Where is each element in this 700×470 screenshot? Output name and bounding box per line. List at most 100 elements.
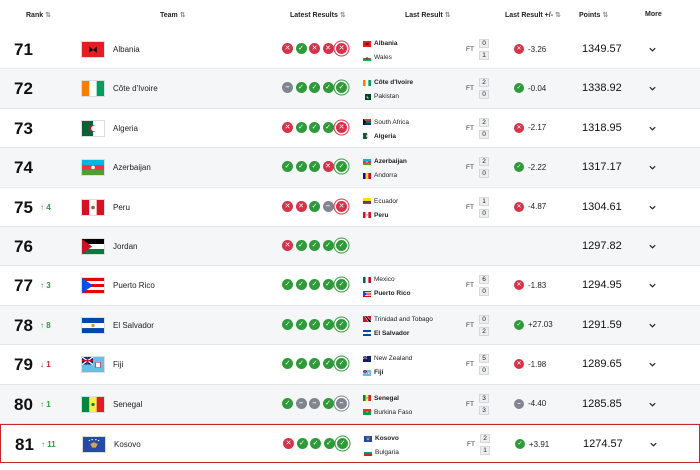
team-name[interactable]: El Salvador bbox=[113, 320, 154, 330]
team-flag bbox=[363, 40, 371, 47]
x-icon[interactable]: ✕ bbox=[283, 438, 294, 449]
table-row[interactable]: 74 Azerbaijan ✓ ✓ ✓ ✕ ✓ Azerbaijan 2 Andorra 0 FT ✓ -… bbox=[0, 148, 700, 188]
check-icon[interactable]: ✓ bbox=[309, 279, 320, 291]
check-icon[interactable]: ✓ bbox=[322, 240, 334, 251]
check-icon[interactable]: ✓ bbox=[322, 121, 334, 133]
check-icon[interactable]: ✓ bbox=[322, 318, 334, 330]
check-icon[interactable]: ✓ bbox=[309, 200, 320, 212]
x-icon[interactable]: ✕ bbox=[295, 200, 307, 212]
x-icon[interactable]: ✕ bbox=[282, 240, 293, 251]
team-name[interactable]: Côte d'Ivoire bbox=[113, 84, 158, 94]
points-header[interactable]: Points ⇅ bbox=[579, 12, 609, 19]
check-icon[interactable]: ✓ bbox=[296, 438, 308, 449]
check-icon[interactable]: ✓ bbox=[322, 358, 334, 370]
check-icon[interactable]: ✓ bbox=[295, 358, 307, 370]
team-name[interactable]: Kosovo bbox=[114, 440, 141, 449]
minus-icon[interactable]: – bbox=[282, 82, 293, 94]
team-name[interactable]: Puerto Rico bbox=[113, 281, 155, 291]
x-icon[interactable]: ✕ bbox=[322, 161, 334, 173]
check-icon[interactable]: ✓ bbox=[309, 358, 320, 370]
table-row[interactable]: 78 ↑ 8 El Salvador ✓ ✓ ✓ ✓ ✓ Trinidad and Tobago… bbox=[0, 305, 700, 346]
team-name[interactable]: Senegal bbox=[113, 399, 143, 409]
x-icon[interactable]: ✕ bbox=[282, 43, 293, 54]
check-icon[interactable]: ✓ bbox=[295, 82, 307, 94]
latest-results-header[interactable]: Latest Results ⇅ bbox=[290, 12, 346, 19]
check-icon[interactable]: ✓ bbox=[309, 121, 320, 133]
check-icon[interactable]: ✓ bbox=[337, 438, 348, 449]
chevron-down-icon[interactable] bbox=[648, 321, 657, 330]
check-icon[interactable]: ✓ bbox=[282, 318, 293, 330]
table-row[interactable]: 80 ↑ 1 Senegal ✓ – – ✓ – Senegal 3 Burkina Faso 3 FT… bbox=[0, 384, 700, 424]
check-icon[interactable]: ✓ bbox=[336, 240, 347, 251]
x-icon[interactable]: ✕ bbox=[282, 200, 293, 212]
team-name[interactable]: Fiji bbox=[113, 360, 124, 370]
chevron-down-icon[interactable] bbox=[648, 360, 657, 369]
rank-header[interactable]: Rank ⇅ bbox=[26, 12, 51, 19]
check-icon[interactable]: ✓ bbox=[309, 240, 320, 251]
check-icon[interactable]: ✓ bbox=[295, 121, 307, 133]
table-row[interactable]: 79 ↓ 1 Fiji ✓ ✓ ✓ ✓ ✓ New Zealand 5 Fiji 0 FT ✕ -1.98 1… bbox=[0, 345, 700, 385]
team-name[interactable]: Peru bbox=[113, 202, 130, 212]
minus-icon[interactable]: – bbox=[309, 397, 320, 409]
chevron-down-icon[interactable] bbox=[648, 45, 657, 54]
minus-icon[interactable]: – bbox=[336, 397, 347, 409]
minus-icon[interactable]: – bbox=[322, 200, 334, 212]
team-header[interactable]: Team ⇅ bbox=[160, 12, 186, 19]
x-icon[interactable]: ✕ bbox=[322, 43, 334, 54]
check-icon[interactable]: ✓ bbox=[295, 240, 307, 251]
last-match-team-name: Puerto Rico bbox=[374, 290, 411, 298]
chevron-down-icon[interactable] bbox=[648, 124, 657, 133]
x-icon[interactable]: ✕ bbox=[336, 43, 347, 54]
chevron-down-icon[interactable] bbox=[648, 84, 657, 93]
last-result-pm-header[interactable]: Last Result +/- ⇅ bbox=[505, 12, 561, 19]
check-icon[interactable]: ✓ bbox=[309, 161, 320, 173]
check-icon[interactable]: ✓ bbox=[282, 358, 293, 370]
x-icon[interactable]: ✕ bbox=[309, 43, 320, 54]
check-icon[interactable]: ✓ bbox=[309, 318, 320, 330]
table-row[interactable]: 73 Algeria ✕ ✓ ✓ ✓ ✕ South Africa 2 Algeria 0 FT ✕ -2… bbox=[0, 109, 700, 149]
team-name[interactable]: Azerbaijan bbox=[113, 163, 151, 173]
chevron-down-icon[interactable] bbox=[648, 400, 657, 409]
table-row[interactable]: 76 Jordan ✕ ✓ ✓ ✓ ✓ 1297.82 bbox=[0, 227, 700, 267]
match-status: FT bbox=[466, 321, 474, 329]
table-row[interactable]: 81 ↑ 11 Kosovo ✕ ✓ ✓ ✓ ✓ Kosovo 2 Bulgaria 1 FT ✓ +3.9… bbox=[0, 424, 700, 464]
check-icon[interactable]: ✓ bbox=[336, 279, 347, 291]
check-icon[interactable]: ✓ bbox=[323, 438, 335, 449]
table-row[interactable]: 72 Côte d'Ivoire – ✓ ✓ ✓ ✓ Côte d'Ivoire 2 Pakist… bbox=[0, 69, 700, 109]
check-icon[interactable]: ✓ bbox=[295, 43, 307, 54]
check-icon[interactable]: ✓ bbox=[336, 318, 347, 330]
check-icon[interactable]: ✓ bbox=[295, 318, 307, 330]
last-match-team: Fiji bbox=[362, 369, 383, 376]
check-icon[interactable]: ✓ bbox=[322, 279, 334, 291]
chevron-down-icon[interactable] bbox=[648, 203, 657, 212]
chevron-down-icon[interactable] bbox=[648, 242, 657, 251]
check-icon[interactable]: ✓ bbox=[282, 161, 293, 173]
x-icon[interactable]: ✕ bbox=[336, 200, 347, 212]
team-name[interactable]: Jordan bbox=[113, 242, 138, 251]
check-icon[interactable]: ✓ bbox=[295, 161, 307, 173]
check-icon[interactable]: ✓ bbox=[336, 82, 347, 94]
x-icon[interactable]: ✕ bbox=[336, 121, 347, 133]
check-icon[interactable]: ✓ bbox=[336, 358, 347, 370]
last-result-header[interactable]: Last Result ⇅ bbox=[405, 12, 451, 19]
team-name[interactable]: Algeria bbox=[113, 123, 138, 133]
chevron-down-icon[interactable] bbox=[649, 440, 658, 449]
check-icon[interactable]: ✓ bbox=[336, 161, 347, 173]
minus-icon[interactable]: – bbox=[295, 397, 307, 409]
check-icon[interactable]: ✓ bbox=[282, 279, 293, 291]
table-row[interactable]: 75 ↑ 4 Peru ✕ ✕ ✓ – ✕ Ecuador 1 Peru 0 FT ✕ -4.87 1304.… bbox=[0, 188, 700, 227]
chevron-down-icon[interactable] bbox=[648, 281, 657, 290]
table-row[interactable]: 71 Albania ✕ ✓ ✕ ✕ ✕ Albania 0 Wales 1 FT ✕ -3.26 1349… bbox=[0, 30, 700, 70]
check-icon[interactable]: ✓ bbox=[322, 82, 334, 94]
check-icon[interactable]: ✓ bbox=[310, 438, 321, 449]
check-icon[interactable]: ✓ bbox=[282, 397, 293, 409]
arrow-up-icon: ↑ bbox=[40, 281, 44, 291]
check-icon[interactable]: ✓ bbox=[295, 279, 307, 291]
check-icon[interactable]: ✓ bbox=[309, 82, 320, 94]
team-name[interactable]: Albania bbox=[113, 45, 140, 54]
chevron-down-icon[interactable] bbox=[648, 163, 657, 172]
table-row[interactable]: 77 ↑ 3 Puerto Rico ✓ ✓ ✓ ✓ ✓ Mexico 6 Puerto Rico 0… bbox=[0, 266, 700, 306]
check-icon: ✓ bbox=[514, 83, 524, 94]
check-icon[interactable]: ✓ bbox=[322, 397, 334, 409]
x-icon[interactable]: ✕ bbox=[282, 121, 293, 133]
